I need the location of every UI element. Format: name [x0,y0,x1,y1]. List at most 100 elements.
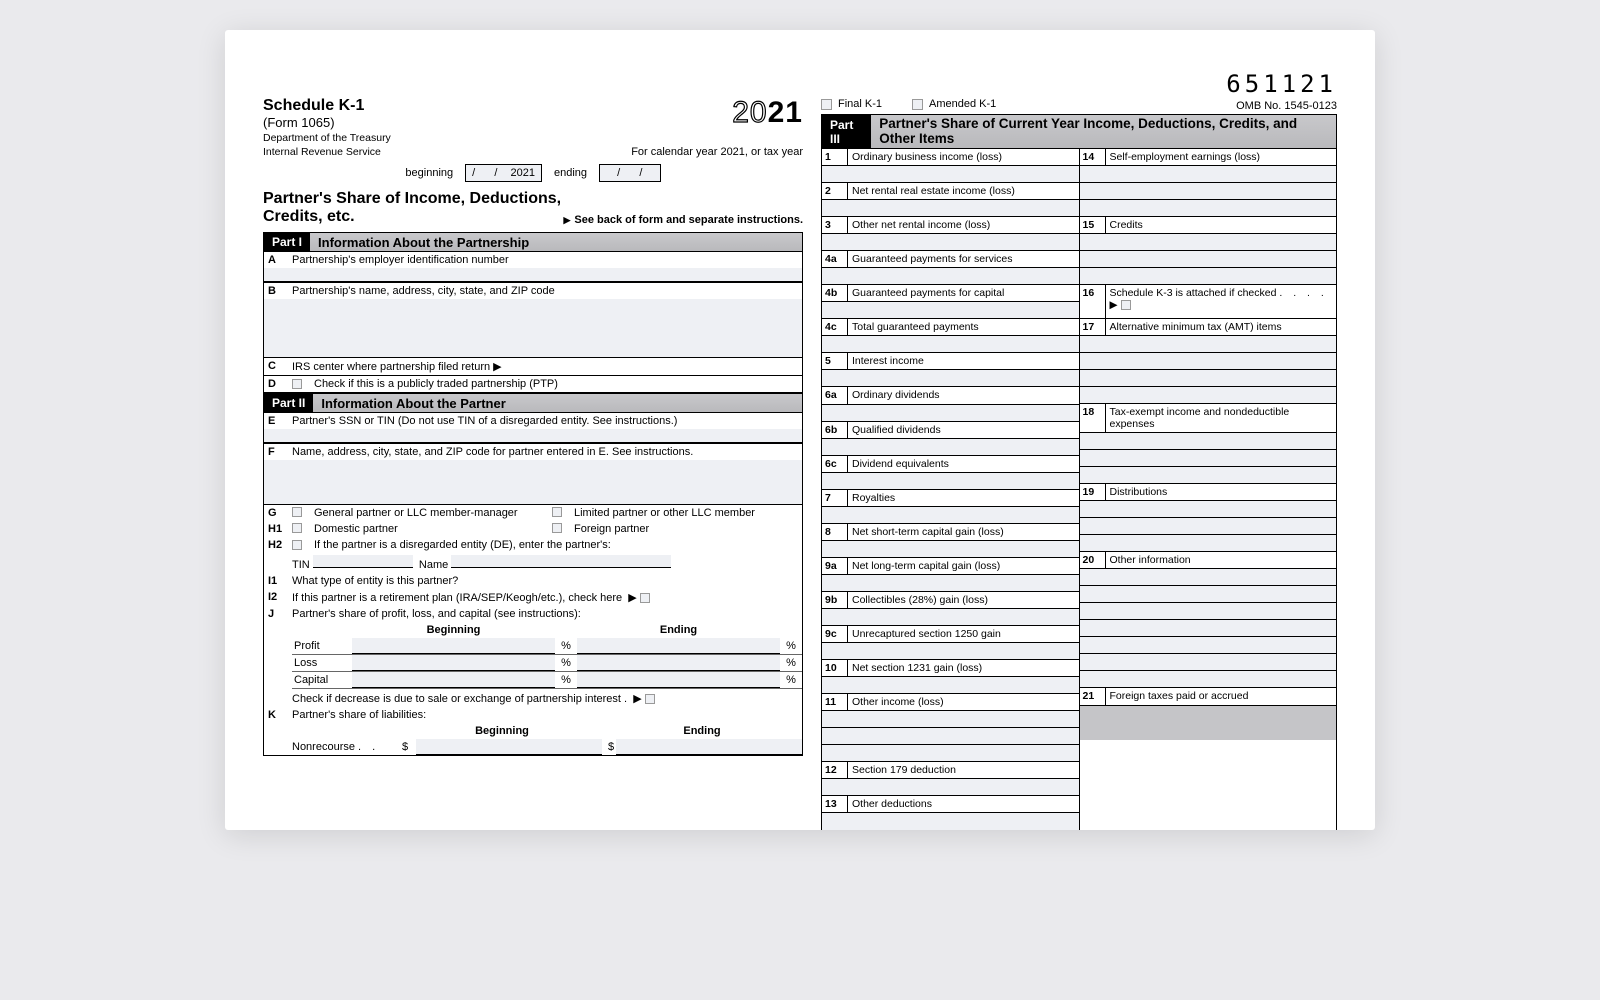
p3-num: 3 [822,217,848,233]
p3-field-4a[interactable] [822,268,1079,285]
p3-label: Section 179 deduction [848,762,1079,778]
p3-field-17[interactable] [1080,387,1337,404]
p3-field-4b[interactable] [822,302,1079,319]
p3-field-15[interactable] [1080,268,1337,285]
p3-label: Net rental real estate income (loss) [848,183,1079,199]
p3-field-4c[interactable] [822,336,1079,353]
p3-num: 1 [822,149,848,165]
p3-field-6b[interactable] [822,439,1079,456]
p3-field-20[interactable] [1080,603,1337,620]
field-B[interactable] [264,299,802,357]
checkbox-retirement[interactable] [640,593,650,603]
p3-field-19[interactable] [1080,501,1337,518]
p3-field-20[interactable] [1080,586,1337,603]
checkbox-general-partner[interactable] [292,507,302,517]
p3-label: Alternative minimum tax (AMT) items [1106,319,1337,335]
p3-field-18[interactable] [1080,433,1337,450]
p3-field-15[interactable] [1080,251,1337,268]
part1-bar: Part I Information About the Partnership [263,232,803,252]
right-column: 651121 Final K-1 Amended K-1 OMB No. 154… [821,70,1337,830]
p3-field-14[interactable] [1080,200,1337,217]
p3-field-2[interactable] [822,200,1079,217]
checkbox-final[interactable] [821,99,832,110]
p3-num: 6a [822,387,848,403]
p3-label: Collectibles (28%) gain (loss) [848,592,1079,608]
field-capital-end[interactable] [577,672,780,688]
p3-field-18[interactable] [1080,450,1337,467]
p3-field-9b[interactable] [822,609,1079,626]
checkbox-limited-partner[interactable] [552,507,562,517]
p3-num: 9b [822,592,848,608]
field-loss-beg[interactable] [352,655,555,671]
checkbox-domestic[interactable] [292,523,302,533]
p3-field-3[interactable] [822,234,1079,251]
p3-field-10[interactable] [822,677,1079,694]
main-title-1: Partner's Share of Income, Deductions, [263,190,803,208]
p3-field-5[interactable] [822,370,1079,387]
field-E[interactable] [264,429,802,443]
field-nonrecourse-end[interactable] [616,739,802,755]
p3-field-9a[interactable] [822,575,1079,592]
checkbox-amended[interactable] [912,99,923,110]
p3-field-7[interactable] [822,507,1079,524]
p3-num: 6b [822,422,848,438]
p3-field-20[interactable] [1080,654,1337,671]
checkbox-decrease[interactable] [645,694,655,704]
p3-num: 21 [1080,688,1106,704]
field-loss-end[interactable] [577,655,780,671]
p3-field-11[interactable] [822,711,1079,728]
field-F[interactable] [264,460,802,504]
left-column: Schedule K-1 (Form 1065) 2021 Department… [263,70,803,830]
p3-num: 9c [822,626,848,642]
p3-field-19[interactable] [1080,535,1337,552]
p3-field-8[interactable] [822,541,1079,558]
p3-field-20[interactable] [1080,671,1337,688]
line-I2: If this partner is a retirement plan (IR… [292,591,802,604]
p3-num: 18 [1080,404,1106,432]
part3-left-col: 1Ordinary business income (loss)2Net ren… [822,149,1080,830]
field-de-tin[interactable] [313,555,413,568]
amended-k1-check: Amended K-1 [912,98,996,112]
p3-label: Ordinary business income (loss) [848,149,1079,165]
p3-field-9c[interactable] [822,643,1079,660]
p3-field-17[interactable] [1080,353,1337,370]
p3-num: 4a [822,251,848,267]
p3-field-20[interactable] [1080,637,1337,654]
part3-right-col: 14Self-employment earnings (loss)15Credi… [1080,149,1337,830]
beginning-date-input[interactable]: / / 2021 [465,164,542,182]
p3-label: Net section 1231 gain (loss) [848,660,1079,676]
p3-field-20[interactable] [1080,620,1337,637]
main-title-2: Credits, etc. [263,208,355,226]
p3-field-12[interactable] [822,779,1079,796]
p3-num: 7 [822,490,848,506]
checkbox-foreign[interactable] [552,523,562,533]
p3-field-19[interactable] [1080,518,1337,535]
checkbox-ptp[interactable] [292,379,302,389]
p3-label: Credits [1106,217,1337,233]
field-A[interactable] [264,268,802,282]
p3-field-18[interactable] [1080,467,1337,484]
field-capital-beg[interactable] [352,672,555,688]
field-de-name[interactable] [451,555,671,568]
p3-field-14[interactable] [1080,183,1337,200]
p3-field-11[interactable] [822,745,1079,762]
p3-field-13[interactable] [822,813,1079,830]
p3-gray-end [1080,706,1337,740]
checkbox-de[interactable] [292,540,302,550]
p3-field-1[interactable] [822,166,1079,183]
checkbox-k3[interactable] [1121,300,1131,310]
p3-field-17[interactable] [1080,370,1337,387]
form-subtitle: (Form 1065) [263,115,364,130]
ending-date-input[interactable]: / / [599,164,661,182]
p3-num: 6c [822,456,848,472]
field-nonrecourse-beg[interactable] [416,739,602,755]
p3-field-20[interactable] [1080,569,1337,586]
p3-field-15[interactable] [1080,234,1337,251]
p3-field-17[interactable] [1080,336,1337,353]
field-profit-end[interactable] [577,638,780,654]
field-profit-beg[interactable] [352,638,555,654]
p3-field-11[interactable] [822,728,1079,745]
p3-field-6a[interactable] [822,405,1079,422]
p3-field-14[interactable] [1080,166,1337,183]
p3-field-6c[interactable] [822,473,1079,490]
